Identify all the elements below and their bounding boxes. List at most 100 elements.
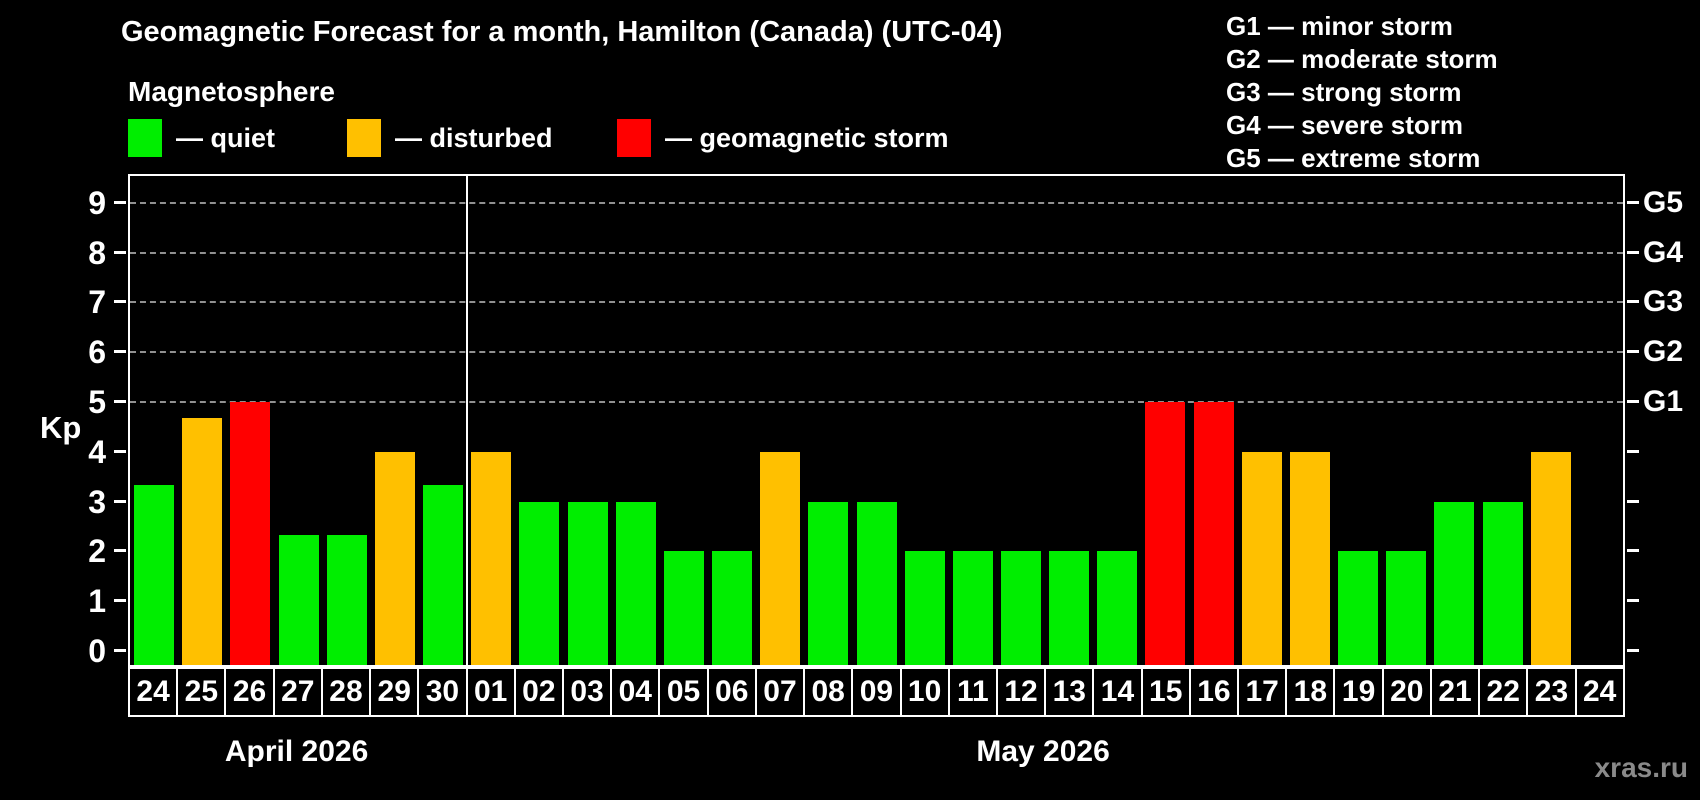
date-cell: 01: [465, 669, 514, 715]
g-scale-legend-row-5: G5 — extreme storm: [1226, 143, 1481, 173]
g-scale-legend: G1 — minor storm G2 — moderate storm G3 — …: [1226, 10, 1498, 175]
kp-bar: [904, 551, 945, 665]
kp-bar: [567, 501, 608, 665]
kp-bar: [182, 418, 223, 665]
g-scale-axis-label: G1: [1643, 385, 1684, 418]
kp-bar: [856, 501, 897, 665]
date-cell: 22: [1478, 669, 1526, 715]
date-cell: 11: [947, 669, 996, 715]
kp-bar: [1049, 551, 1090, 665]
date-cell: 10: [899, 669, 948, 715]
legend-label-storm: — geomagnetic storm: [665, 122, 949, 153]
kp-bar: [230, 402, 271, 665]
kp-bar: [278, 534, 319, 665]
date-cell: 06: [706, 669, 755, 715]
date-cell: 23: [1526, 669, 1574, 715]
kp-bar: [663, 551, 704, 665]
g-scale-legend-row-4: G4 — severe storm: [1226, 110, 1464, 140]
kp-bar: [423, 485, 464, 665]
kp-bar: [1097, 551, 1138, 665]
gridline-kp6: [130, 351, 1623, 354]
g-scale-legend-row-1: G1 — minor storm: [1226, 11, 1453, 41]
g-scale-axis-label: G4: [1643, 235, 1684, 269]
right-axis-tick: [1627, 400, 1639, 403]
kp-bar: [760, 451, 801, 665]
y-tick-label: 0: [88, 633, 106, 669]
y-axis-tick: [114, 649, 126, 652]
date-cell: 04: [610, 669, 658, 715]
y-tick-label: 2: [88, 533, 106, 570]
g-scale-legend-row-3: G3 — strong storm: [1226, 77, 1462, 107]
date-cell: 27: [272, 669, 321, 715]
y-axis-tick: [114, 499, 126, 503]
month-separator: [466, 176, 469, 665]
date-cell: 13: [1044, 669, 1092, 715]
date-cell: 15: [1140, 669, 1189, 715]
legend-label-disturbed: — disturbed: [395, 122, 553, 153]
right-axis-tick: [1627, 200, 1639, 204]
legend-label-quiet: — quiet: [176, 122, 275, 153]
kp-bar: [1338, 551, 1379, 665]
gridline-kp8: [130, 251, 1623, 254]
y-axis-tick: [114, 250, 126, 254]
kp-bar: [808, 501, 849, 665]
kp-bar: [1145, 402, 1186, 665]
date-cell: 17: [1237, 669, 1285, 715]
y-tick-label: 4: [88, 433, 106, 470]
date-cell: 05: [658, 669, 706, 715]
kp-bar: [1289, 451, 1330, 665]
kp-bar: [1241, 451, 1282, 665]
date-cell: 30: [417, 669, 465, 715]
g-scale-axis-label: G3: [1643, 285, 1684, 319]
y-tick-label: 8: [88, 234, 106, 271]
plot-area: 0 1 2 3 4 5 6 7 8 9 G1 G2 G3 G4 G5: [88, 174, 1683, 669]
month-label-may: May 2026: [976, 735, 1110, 768]
y-axis-tick: [114, 599, 126, 603]
date-cell: 12: [995, 669, 1044, 715]
kp-bar: [712, 551, 753, 665]
legend-item-quiet: — quiet: [128, 118, 275, 158]
y-tick-label: 7: [88, 284, 106, 321]
chart-title: Geomagnetic Forecast for a month, Hamilt…: [121, 16, 1003, 48]
date-cell: 18: [1285, 669, 1333, 715]
date-cell: 29: [369, 669, 417, 715]
date-cell: 16: [1188, 669, 1237, 715]
right-axis-tick: [1627, 499, 1639, 503]
date-cell: 19: [1333, 669, 1381, 715]
legend-item-storm: — geomagnetic storm: [617, 118, 949, 158]
y-tick-label: 5: [88, 384, 106, 420]
y-axis-tick: [114, 400, 126, 403]
y-axis-tick: [114, 300, 126, 304]
right-axis-tick: [1627, 350, 1639, 354]
watermark: xras.ru: [1594, 752, 1688, 783]
y-axis-label: Kp: [40, 410, 82, 445]
kp-bar: [374, 451, 415, 665]
date-cell: 20: [1381, 669, 1430, 715]
date-cell: 25: [176, 669, 224, 715]
date-cell: 14: [1092, 669, 1140, 715]
date-cell: 28: [320, 669, 369, 715]
gridline-kp9: [130, 201, 1623, 204]
kp-bar: [326, 534, 367, 665]
y-tick-label: 9: [88, 184, 106, 221]
kp-bar: [952, 551, 993, 665]
kp-bar: [615, 501, 656, 665]
kp-bar: [471, 451, 512, 665]
kp-bar: [134, 485, 175, 665]
g-scale-legend-row-2: G2 — moderate storm: [1226, 44, 1498, 74]
date-cell: 09: [851, 669, 899, 715]
date-cell: 03: [561, 669, 610, 715]
date-cell: 08: [803, 669, 851, 715]
month-label-april: April 2026: [224, 735, 369, 768]
date-cell: 24: [1574, 669, 1623, 715]
kp-bar: [1482, 501, 1523, 665]
date-axis: 24 25 26 27 28 29 30 01 02 03 04 05 06 07 08 09 10 11 12 13…: [128, 667, 1625, 717]
gridline-kp7: [130, 301, 1623, 304]
date-cell: 21: [1429, 669, 1478, 715]
legend-swatch-quiet: [128, 119, 162, 157]
right-axis-tick: [1627, 449, 1639, 453]
y-tick-label: 6: [88, 334, 106, 371]
y-axis-tick: [114, 350, 126, 354]
y-axis-tick: [114, 449, 126, 453]
